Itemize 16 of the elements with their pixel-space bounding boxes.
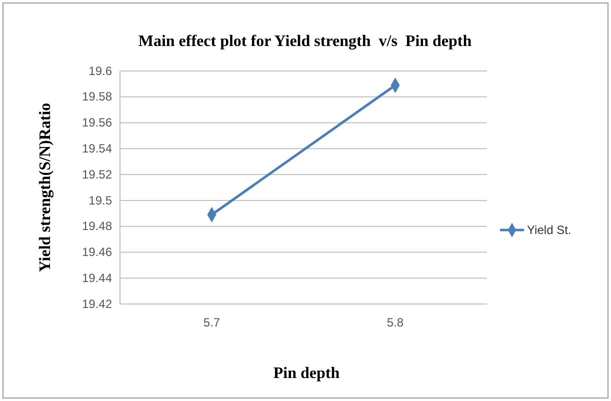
y-tick-label: 19.58 — [82, 90, 112, 104]
y-axis-title: Yield strength(S/N)Ratio — [37, 102, 54, 272]
y-tick-label: 19.42 — [82, 296, 112, 311]
y-tick-label: 19.48 — [82, 219, 112, 234]
chart-title: Main effect plot for Yield strength v/s Pin depth — [138, 33, 472, 50]
y-tick-label: 19.56 — [82, 116, 112, 130]
y-tick-label: 19.46 — [82, 245, 112, 260]
y-tick-label: 19.54 — [82, 142, 112, 156]
y-tick-label: 19.6 — [88, 64, 112, 78]
y-tick-label: 19.5 — [88, 193, 112, 208]
x-axis-title: Pin depth — [273, 365, 340, 382]
y-tick-label: 19.44 — [82, 270, 112, 285]
x-tick-label: 5.7 — [203, 316, 220, 330]
y-tick-label: 19.52 — [82, 167, 112, 182]
legend-label: Yield St. — [527, 223, 572, 237]
x-tick-label: 5.8 — [386, 316, 404, 330]
